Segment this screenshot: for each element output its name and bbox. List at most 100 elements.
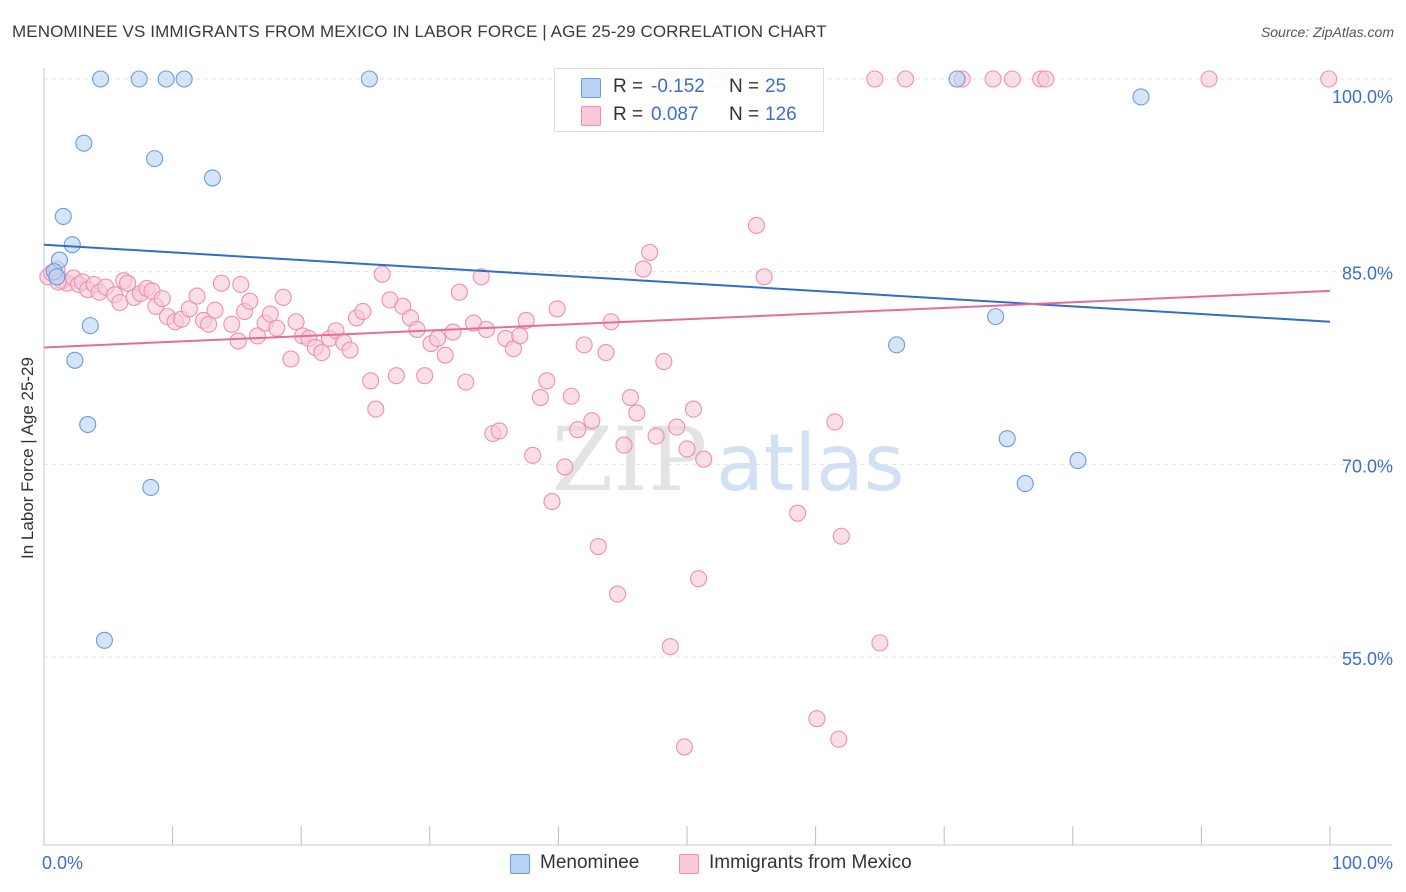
mexico-point bbox=[282, 350, 300, 368]
mexico-point bbox=[647, 427, 665, 445]
menominee-point bbox=[146, 150, 164, 168]
mexico-point bbox=[609, 585, 627, 603]
data-points bbox=[39, 70, 1338, 756]
menominee-point bbox=[54, 207, 72, 225]
mexico-swatch bbox=[679, 854, 699, 874]
mexico-point bbox=[538, 372, 556, 390]
mexico-point bbox=[789, 504, 807, 522]
mexico-point bbox=[517, 311, 535, 330]
menominee-point bbox=[157, 70, 175, 88]
mexico-point bbox=[543, 493, 561, 511]
mexico-point bbox=[367, 400, 385, 418]
mexico-point bbox=[556, 458, 574, 476]
mexico-point bbox=[212, 274, 231, 292]
mexico-point bbox=[436, 346, 454, 364]
n-value: 25 bbox=[765, 76, 787, 97]
mexico-point bbox=[655, 353, 673, 371]
mexico-point bbox=[457, 373, 475, 391]
menominee-point bbox=[95, 631, 113, 649]
menominee-point bbox=[987, 308, 1005, 326]
mexico-point bbox=[490, 422, 508, 440]
menominee-swatch bbox=[510, 854, 530, 874]
mexico-point bbox=[690, 570, 708, 588]
mexico-point bbox=[362, 372, 380, 390]
menominee-point bbox=[81, 317, 99, 335]
r-value: 0.087 bbox=[651, 104, 699, 125]
mexico-point bbox=[232, 275, 250, 294]
mexico-point bbox=[313, 344, 331, 362]
mexico-point bbox=[583, 412, 601, 430]
watermark: ZIP atlas bbox=[552, 408, 905, 511]
r-label: R = bbox=[613, 104, 644, 125]
mexico-point bbox=[755, 268, 773, 286]
legend-label: Menominee bbox=[540, 852, 640, 873]
gridlines bbox=[44, 78, 1392, 658]
source-label: Source: ZipAtlas.com bbox=[1260, 24, 1394, 40]
mexico-point bbox=[597, 344, 615, 362]
mexico-point bbox=[450, 283, 468, 301]
mexico-point bbox=[180, 300, 198, 318]
mexico-point bbox=[830, 730, 848, 748]
legend-label: Immigrants from Mexico bbox=[709, 852, 912, 873]
mexico-point bbox=[119, 274, 137, 292]
mexico-point bbox=[206, 301, 224, 319]
y-tick-label: 70.0% bbox=[1342, 456, 1393, 476]
mexico-point bbox=[188, 287, 206, 305]
mexico-point bbox=[1320, 70, 1338, 88]
legend-row-mexico: R = 0.087 N = 126 bbox=[555, 101, 823, 129]
menominee-swatch bbox=[581, 78, 601, 98]
y-tick-label: 85.0% bbox=[1342, 264, 1393, 284]
y-tick-label: 55.0% bbox=[1342, 649, 1393, 669]
mexico-point bbox=[1037, 70, 1055, 88]
menominee-point bbox=[1069, 451, 1087, 470]
mexico-point bbox=[261, 305, 279, 323]
mexico-point bbox=[621, 388, 639, 407]
menominee-point bbox=[66, 351, 84, 369]
axes bbox=[43, 68, 1392, 846]
x-tick-label: 0.0% bbox=[42, 853, 83, 873]
r-label: R = bbox=[613, 76, 644, 97]
mexico-point bbox=[511, 327, 529, 345]
x-tick-label: 100.0% bbox=[1332, 853, 1393, 873]
mexico-point bbox=[341, 341, 359, 359]
menominee-point bbox=[998, 430, 1016, 448]
stats-legend: R = -0.152 N = 25 R = 0.087 N = 126 bbox=[554, 68, 824, 132]
menominee-point bbox=[92, 70, 110, 88]
n-label: N = bbox=[729, 76, 760, 97]
mexico-point bbox=[562, 387, 580, 405]
mexico-point bbox=[808, 710, 826, 728]
y-axis-label: In Labor Force | Age 25-29 bbox=[18, 357, 37, 559]
mexico-point bbox=[678, 440, 696, 458]
mexico-point bbox=[1200, 70, 1218, 88]
menominee-point bbox=[48, 268, 66, 286]
mexico-point bbox=[444, 323, 462, 341]
mexico-point bbox=[387, 367, 405, 385]
mexico-point bbox=[287, 313, 305, 331]
mexico-point bbox=[747, 216, 765, 234]
mexico-point bbox=[200, 315, 218, 333]
mexico-point bbox=[984, 70, 1002, 88]
mexico-point bbox=[684, 400, 702, 418]
mexico-point bbox=[248, 327, 267, 345]
mexico-point bbox=[661, 638, 679, 656]
mexico-point bbox=[373, 265, 391, 283]
mexico-point bbox=[641, 243, 659, 261]
menominee-point bbox=[175, 70, 193, 88]
mexico-point bbox=[153, 290, 171, 308]
mexico-point bbox=[668, 418, 686, 436]
mexico-point bbox=[472, 268, 490, 286]
chart-title: MENOMINEE VS IMMIGRANTS FROM MEXICO IN L… bbox=[12, 22, 827, 41]
mexico-point bbox=[416, 367, 434, 385]
mexico-point bbox=[223, 315, 241, 333]
mexico-point bbox=[695, 450, 713, 468]
y-tick-label: 100.0% bbox=[1332, 87, 1393, 107]
menominee-point bbox=[1132, 88, 1150, 106]
menominee-point bbox=[79, 415, 97, 434]
tick-labels: 55.0% 70.0% 85.0% 100.0% 0.0% 100.0% bbox=[42, 87, 1393, 873]
menominee-trend-line bbox=[43, 243, 1331, 323]
mexico-swatch bbox=[581, 106, 601, 126]
mexico-point bbox=[524, 446, 542, 464]
mexico-point bbox=[274, 288, 292, 306]
mexico-point bbox=[111, 293, 129, 312]
